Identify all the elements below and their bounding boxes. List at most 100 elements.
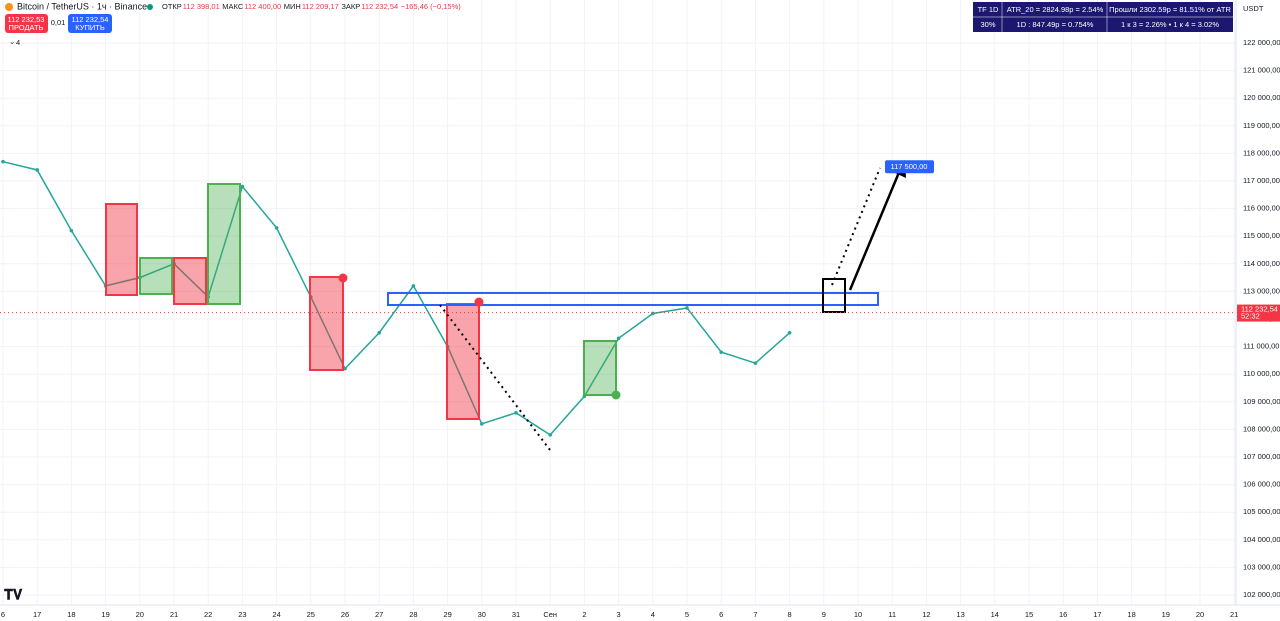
price-point [240, 184, 245, 189]
indicator-count[interactable]: 4 [16, 38, 20, 47]
y-tick-label: 120 000,00 [1243, 93, 1280, 102]
x-tick-label: 30 [478, 610, 486, 619]
x-tick-label: 17 [33, 610, 41, 619]
zone-box [139, 257, 173, 295]
x-tick-label: 27 [375, 610, 383, 619]
table-cell: 1D : 847.49р = 0.754% [1017, 20, 1094, 29]
sell-button[interactable] [5, 14, 48, 33]
x-tick-label: 6 [1, 610, 5, 619]
y-tick-label: 106 000,00 [1243, 480, 1280, 489]
last-price-tag [1237, 304, 1280, 322]
price-point [685, 306, 689, 310]
x-tick-label: 16 [1059, 610, 1067, 619]
price-point [274, 226, 279, 230]
y-tick-label: 103 000,00 [1243, 562, 1280, 571]
x-tick-label: 3 [617, 610, 621, 619]
marker [338, 273, 348, 283]
currency[interactable]: USDT [1243, 4, 1264, 13]
price-point [377, 331, 382, 335]
x-tick-label: 6 [719, 610, 723, 619]
symbol: Bitcoin / TetherUS · 1ч · Binance [17, 1, 147, 11]
price-point [480, 422, 484, 426]
price-point [343, 366, 347, 371]
sell-price[interactable]: 112 232,53 [8, 15, 45, 24]
zone-box [173, 257, 207, 305]
ohlc-value: 112 232,54 [361, 2, 398, 11]
sell-label[interactable]: ПРОДАТЬ [9, 23, 44, 32]
x-tick-label: 31 [512, 610, 520, 619]
x-tick-label: 7 [753, 610, 757, 619]
dotted-path [439, 304, 551, 451]
y-tick-label: 110 000,00 [1243, 369, 1280, 378]
buy-label[interactable]: КУПИТЬ [75, 23, 105, 32]
target-label: 117 500,00 [891, 162, 928, 171]
dotted-path [831, 167, 881, 286]
x-tick-label: 8 [788, 610, 792, 619]
y-tick-label: 102 000,00 [1243, 590, 1280, 599]
x-tick-label: 22 [204, 610, 212, 619]
price-point [787, 331, 792, 335]
countdown: 52:32 [1241, 312, 1260, 321]
x-tick-label: 20 [1196, 610, 1204, 619]
x-tick-label: 13 [956, 610, 964, 619]
price-line [2, 160, 791, 436]
table-cell: Прошли 2302.59р = 81.51% от ATR [1109, 5, 1231, 14]
price-point [651, 311, 655, 316]
y-tick-label: 117 000,00 [1243, 176, 1280, 185]
x-tick-label: 18 [67, 610, 75, 619]
level-box [387, 292, 879, 306]
y-tick-label: 122 000,00 [1243, 38, 1280, 47]
x-tick-label: 21 [1230, 610, 1238, 619]
table-body: TF 1D ATR_20 = 2824.98р = 2.54% Прошли 230… [978, 5, 1232, 29]
zone-box [446, 303, 480, 420]
price-point [1, 159, 5, 164]
x-tick-label: 28 [409, 610, 417, 619]
y-tick-label: 114 000,00 [1243, 259, 1280, 268]
ohlc-key: ЗАКР [341, 2, 360, 11]
spread: 0,01 [51, 18, 66, 27]
price-point [719, 350, 723, 354]
change: −165,46 (−0,15%) [401, 2, 462, 11]
y-tick-label: 118 000,00 [1243, 148, 1280, 157]
last-price-label: 112 232,54 [1241, 305, 1278, 314]
table-cell: 30% [980, 20, 995, 29]
y-tick-label: 109 000,00 [1243, 397, 1280, 406]
price-point [69, 228, 74, 233]
y-tick-label: 121 000,00 [1243, 66, 1280, 75]
x-tick-label: 19 [101, 610, 109, 619]
x-tick-label: 5 [685, 610, 689, 619]
price-point [616, 336, 621, 341]
y-tick-label: 113 000,00 [1243, 286, 1280, 295]
table-cell: TF 1D [978, 5, 999, 14]
y-tick-label: 107 000,00 [1243, 452, 1280, 461]
y-tick-label: 108 000,00 [1243, 424, 1280, 433]
y-tick-label: 104 000,00 [1243, 535, 1280, 544]
x-tick-label: 24 [272, 610, 280, 619]
collapse[interactable]: ⌄ [9, 37, 15, 46]
x-tick-label: Сен [543, 610, 557, 619]
y-tick-label: 115 000,00 [1243, 231, 1280, 240]
arrow [848, 169, 902, 291]
zone-box [207, 183, 241, 305]
table-cell: 1 к 3 = 2.26% • 1 к 4 = 3.02% [1121, 20, 1219, 29]
x-tick-label: 18 [1127, 610, 1135, 619]
x-tick-label: 20 [136, 610, 144, 619]
y-tick-label: 105 000,00 [1243, 507, 1280, 516]
x-tick-label: 11 [888, 610, 896, 619]
price-point [411, 284, 416, 288]
x-tick-label: 26 [341, 610, 349, 619]
ohlc-key: МАКС [222, 2, 244, 11]
x-tick-label: 15 [1025, 610, 1033, 619]
ohlc-value: 112 209,17 [302, 2, 339, 11]
brand: 𝐓𝐕 [4, 587, 23, 603]
buy-button[interactable] [68, 14, 112, 33]
buy-price[interactable]: 112 232,54 [72, 15, 109, 24]
x-tick-label: 25 [307, 610, 315, 619]
ohlc-key: ОТКР [162, 2, 182, 11]
price-point [548, 433, 552, 437]
ohlc-value: 112 400,00 [244, 2, 281, 11]
x-tick-label: 10 [854, 610, 862, 619]
marker [611, 390, 621, 400]
